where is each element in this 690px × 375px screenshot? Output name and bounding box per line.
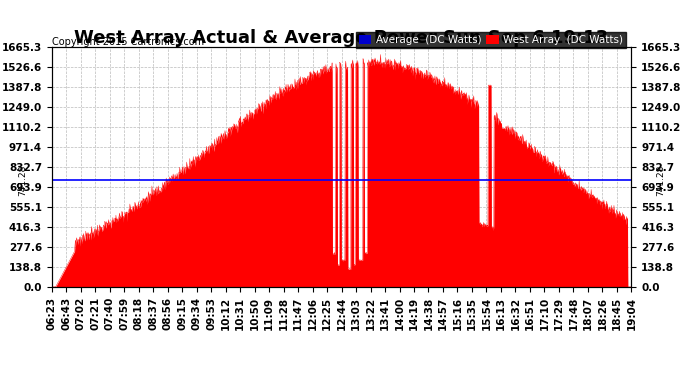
Legend: Average  (DC Watts), West Array  (DC Watts): Average (DC Watts), West Array (DC Watts… xyxy=(356,32,626,48)
Title: West Array Actual & Average Power Sun Sep 6 19:13: West Array Actual & Average Power Sun Se… xyxy=(75,29,609,47)
Text: Copyright 2015 Cartronics.com: Copyright 2015 Cartronics.com xyxy=(52,37,204,47)
Text: 741.28: 741.28 xyxy=(656,164,665,196)
Text: 741.28: 741.28 xyxy=(18,164,27,196)
